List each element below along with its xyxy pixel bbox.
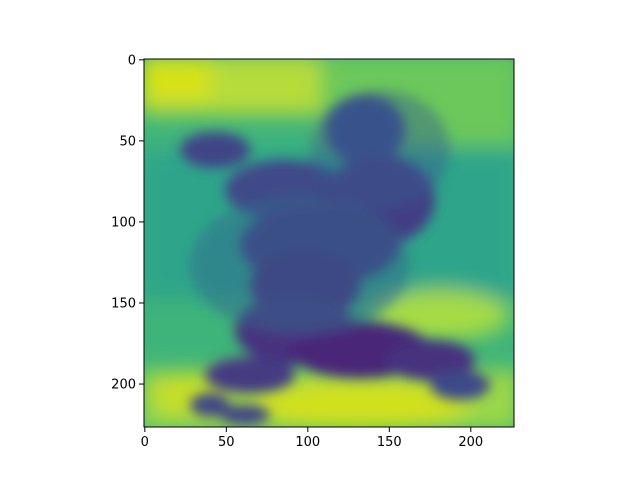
y-tick-label: 0 xyxy=(128,53,136,68)
y-tick-label: 100 xyxy=(111,215,136,230)
x-tick-label: 100 xyxy=(295,435,320,450)
x-tick-label: 200 xyxy=(458,435,483,450)
y-tick-label: 150 xyxy=(111,296,136,311)
x-tick-label: 50 xyxy=(218,435,235,450)
heatmap-image xyxy=(144,59,514,427)
axes-frame xyxy=(143,58,515,428)
x-axis: 0 50 100 150 200 xyxy=(141,427,483,450)
y-axis: 0 50 100 150 200 xyxy=(111,53,144,393)
x-tick-label: 0 xyxy=(141,435,149,450)
y-tick-label: 50 xyxy=(119,134,136,149)
y-tick-label: 200 xyxy=(111,378,136,393)
x-tick-label: 150 xyxy=(377,435,402,450)
